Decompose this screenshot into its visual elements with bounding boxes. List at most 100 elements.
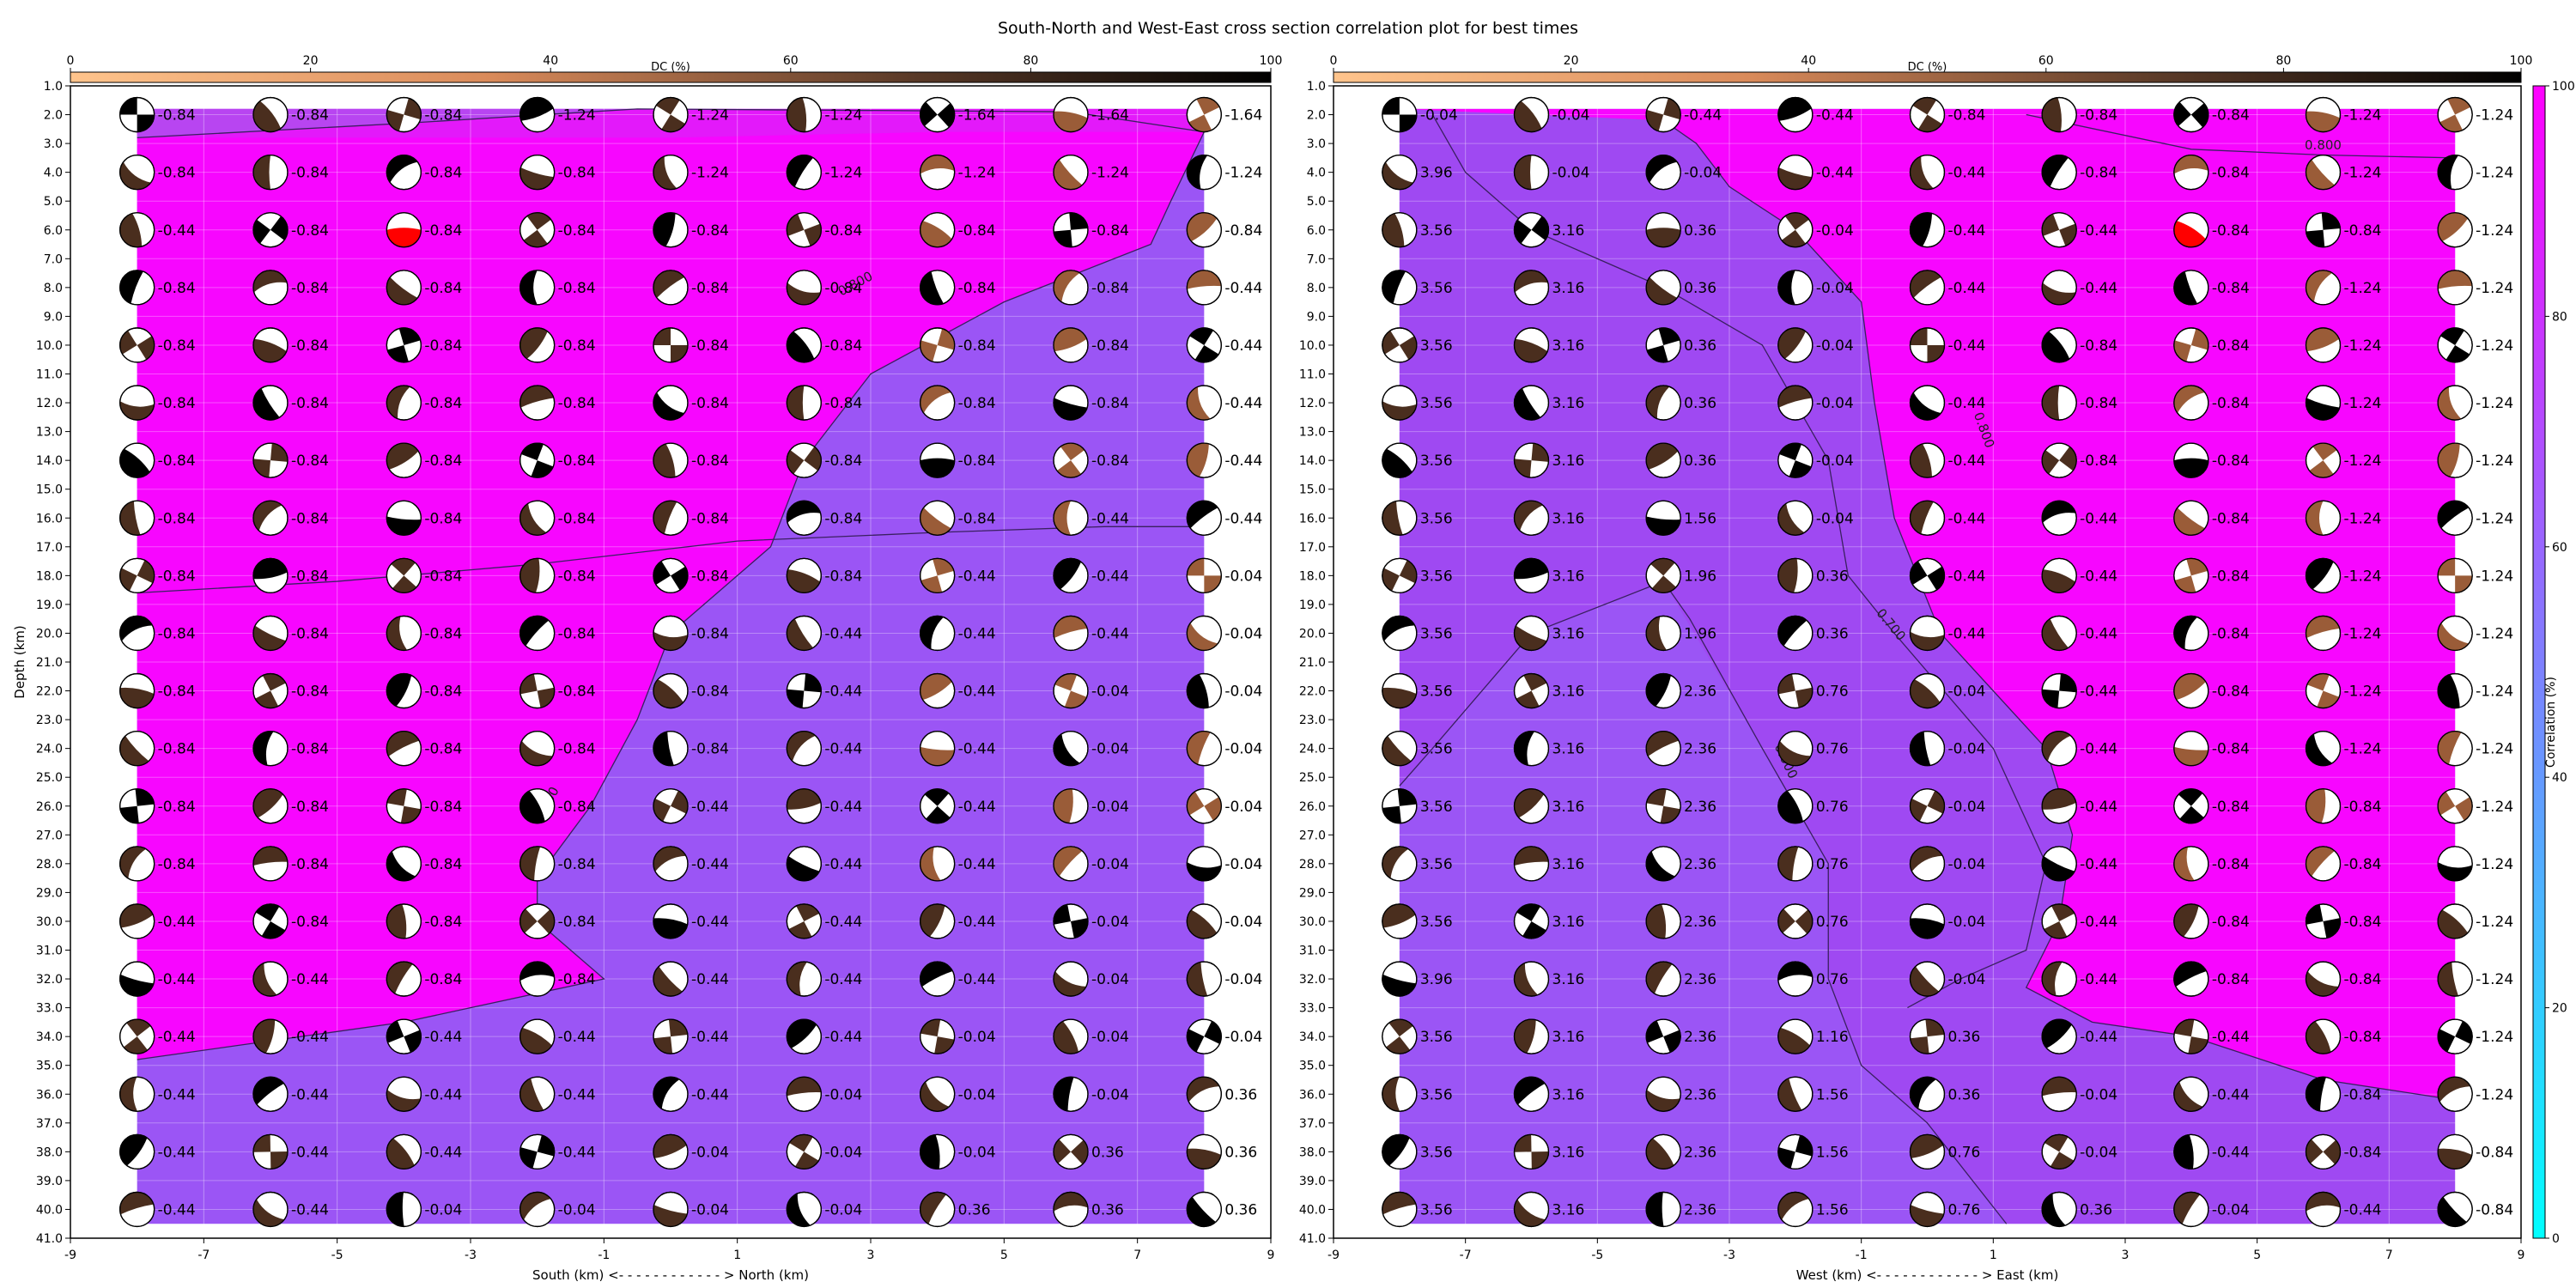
beachball [1053, 788, 1089, 824]
beachball [1382, 327, 1418, 363]
time-shift-label: -0.04 [1091, 856, 1129, 873]
beachball-outline [2437, 1191, 2473, 1228]
beachball-outline [2437, 96, 2473, 133]
beachball-outline [2173, 1076, 2209, 1112]
beachball-lobe [2042, 788, 2076, 810]
time-shift-label: -0.84 [291, 107, 329, 125]
beachball-lobe [1910, 270, 1941, 298]
time-shift-label: -0.44 [291, 1029, 329, 1046]
beachball [786, 557, 822, 593]
beachball-quadrant [787, 214, 805, 236]
beachball-outline [252, 96, 289, 133]
beachball [1645, 442, 1681, 478]
beachball-lobe [519, 1078, 544, 1112]
beachball [920, 1191, 956, 1228]
beachball [1777, 615, 1814, 652]
beachball-outline [519, 788, 556, 824]
time-shift-label: 0.76 [1816, 741, 1849, 758]
beachball-lobe [1187, 501, 1218, 529]
time-shift-label: -0.44 [958, 625, 996, 642]
correlation-contour [1399, 580, 2008, 1224]
beachball-outline [2173, 154, 2209, 191]
beachball-lobe [2306, 111, 2341, 132]
time-shift-label: -0.84 [424, 453, 462, 470]
beachball-lobe [1054, 1021, 1079, 1054]
beachball-lobe [2306, 788, 2326, 823]
beachball [1382, 672, 1418, 709]
beachball-quadrant [1187, 1029, 1205, 1053]
time-shift-label: -0.44 [824, 625, 862, 642]
beachball [386, 903, 422, 939]
beachball-quadrant [2445, 344, 2470, 362]
beachball [1513, 154, 1550, 191]
time-shift-label: -1.24 [2476, 683, 2513, 701]
time-shift-label: -1.24 [958, 165, 996, 182]
beachball-outline [1053, 385, 1089, 421]
beachball [1513, 1076, 1550, 1112]
beachball [2437, 1191, 2473, 1228]
beachball-outline [2173, 961, 2209, 997]
beachball-lobe [920, 155, 955, 174]
beachball-outline [252, 212, 289, 248]
beachball-outline [1186, 327, 1222, 363]
time-shift-label: -0.04 [691, 1201, 729, 1218]
beachball [2173, 1191, 2209, 1228]
beachball-lobe [519, 616, 550, 647]
time-shift-label: -0.84 [291, 799, 329, 816]
time-shift-label: -0.84 [424, 280, 462, 297]
beachball [1186, 270, 1222, 306]
beachball-quadrant [787, 450, 805, 475]
beachball-quadrant [920, 101, 938, 126]
x-tick-label: 5 [1000, 1249, 1008, 1262]
beachball-lobe [2306, 1192, 2341, 1212]
beachball [1053, 672, 1089, 709]
time-shift-label: -0.44 [424, 1086, 462, 1103]
beachball-lobe [787, 731, 816, 762]
beachball [1645, 1191, 1681, 1228]
beachball [519, 442, 556, 478]
time-shift-label: -0.44 [1948, 453, 1986, 470]
beachball-outline [1909, 96, 1946, 133]
beachball [2437, 846, 2473, 882]
beachball-lobe [1187, 270, 1222, 289]
beachball-lobe [1187, 1148, 1222, 1170]
beachball [920, 731, 956, 767]
time-shift-label: -1.24 [2476, 280, 2513, 297]
beachball [653, 731, 689, 767]
beachball-lobe [653, 443, 676, 478]
beachball-quadrant [1057, 460, 1082, 478]
beachball-lobe [1910, 1134, 1944, 1158]
beachball-lobe [2173, 458, 2208, 478]
beachball-quadrant [1777, 673, 1795, 695]
time-shift-label: -0.84 [2212, 856, 2250, 873]
beachball [2305, 1133, 2342, 1170]
beachball-outline [119, 327, 155, 363]
beachball [386, 154, 422, 191]
beachball [2173, 961, 2209, 997]
beachball-outline [519, 1076, 556, 1112]
beachball [386, 1191, 422, 1228]
beachball [1513, 788, 1550, 824]
beachball-quadrant [1779, 443, 1802, 461]
x-tick-label: 7 [1133, 1249, 1141, 1262]
beachball-outline [252, 961, 289, 997]
beachball-lobe [386, 904, 407, 939]
beachball-outline [2041, 327, 2077, 363]
beachball [2041, 903, 2077, 939]
beachball [2437, 500, 2473, 536]
beachball [2173, 96, 2209, 133]
beachball-lobe [2438, 386, 2462, 421]
beachball [1909, 615, 1946, 652]
time-shift-label: -0.84 [291, 510, 329, 527]
beachball [119, 731, 155, 767]
beachball-outline [1186, 1133, 1222, 1170]
beachball [386, 1076, 422, 1112]
time-shift-label: 0.36 [1091, 1144, 1124, 1161]
y-tick-label: 9.0 [44, 310, 63, 324]
beachball-outline [2041, 615, 2077, 652]
beachball [1382, 557, 1418, 593]
time-shift-label: -0.84 [1224, 222, 1262, 240]
beachball-quadrant [2438, 791, 2456, 816]
beachball-outline [252, 846, 289, 882]
time-shift-label: 3.56 [1420, 1144, 1453, 1161]
